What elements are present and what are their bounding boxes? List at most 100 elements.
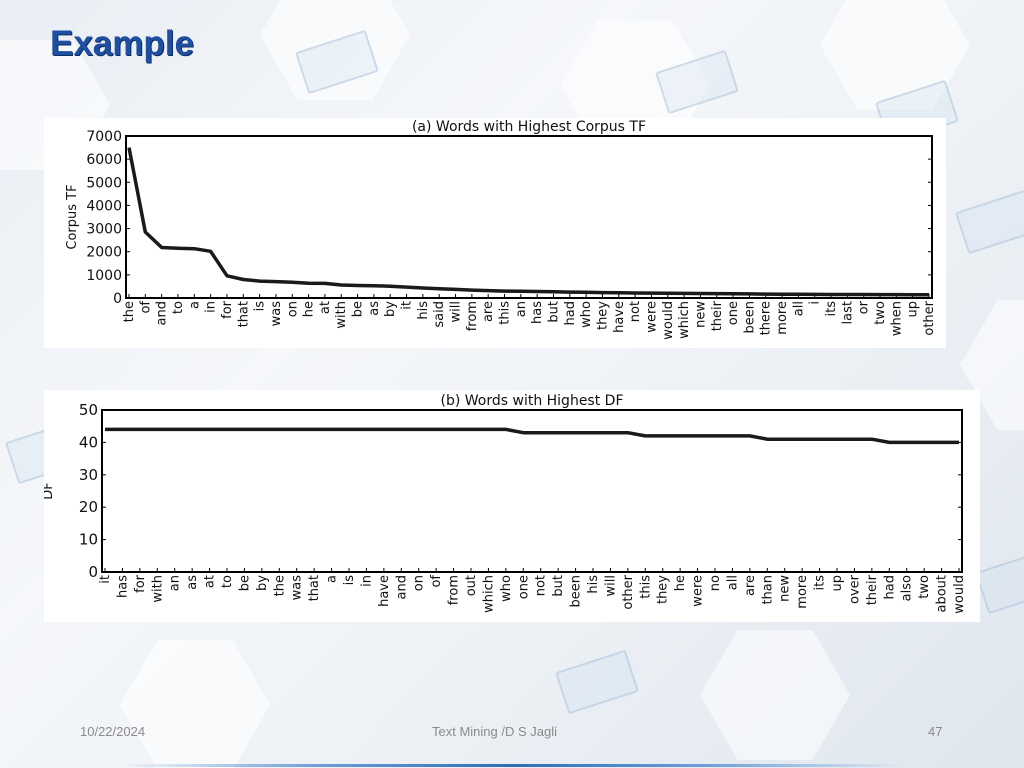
df-chart-xtick-label: its bbox=[813, 575, 828, 591]
tf-chart-ytick-label: 5000 bbox=[86, 175, 122, 191]
tf-chart-xtick-label: of bbox=[138, 301, 153, 314]
tf-chart-xtick-label: at bbox=[318, 301, 333, 314]
df-chart-xtick-label: are bbox=[743, 575, 758, 596]
df-chart-ytick-label: 40 bbox=[79, 433, 98, 451]
df-chart-ytick-label: 50 bbox=[79, 401, 98, 419]
tf-chart-xtick-label: had bbox=[563, 301, 578, 325]
df-chart-series-line bbox=[105, 427, 959, 445]
df-chart-xtick-label: is bbox=[342, 575, 357, 586]
df-chart-xtick-label: other bbox=[621, 574, 636, 609]
tf-chart-xtick-label: was bbox=[269, 301, 284, 327]
chart-highest-df-svg: (b) Words with Highest DF DF 0 10 20 30 40 50 it… bbox=[41, 393, 967, 614]
df-chart-ytick-label: 20 bbox=[79, 498, 98, 516]
df-chart-xtick-label: an bbox=[168, 575, 183, 591]
tf-chart-xtick-label: and bbox=[155, 301, 170, 325]
tf-chart-xtick-label: a bbox=[187, 301, 202, 309]
tf-chart-xtick-label: it bbox=[400, 301, 415, 310]
df-chart-xtick-label: were bbox=[691, 575, 706, 607]
tf-chart-series-line bbox=[127, 147, 929, 297]
df-chart-xtick-label: which bbox=[481, 575, 496, 613]
tf-chart-xtick-label: that bbox=[236, 301, 251, 327]
tf-chart-xtick-label: by bbox=[383, 301, 398, 317]
tf-chart-xtick-label: said bbox=[432, 301, 447, 328]
df-chart-xtick-label: their bbox=[865, 574, 880, 605]
tf-chart-xtick-label: their bbox=[710, 300, 725, 331]
tf-chart-xtick-label: have bbox=[612, 301, 627, 333]
df-chart-xtick-label: over bbox=[847, 574, 862, 604]
df-chart-xtick-label: will bbox=[603, 575, 618, 596]
tf-chart-ytick-label: 3000 bbox=[86, 222, 122, 238]
tf-chart-xtick-label: new bbox=[693, 301, 708, 328]
bottom-accent-line bbox=[120, 764, 904, 767]
tf-chart-ytick-label: 7000 bbox=[86, 129, 122, 145]
df-chart-xtick-label: and bbox=[394, 575, 409, 599]
df-chart-xtick-label: out bbox=[464, 575, 479, 596]
chart-corpus-tf: (a) Words with Highest Corpus TF Corpus T… bbox=[44, 118, 946, 348]
df-chart-xtick-label: in bbox=[359, 575, 374, 587]
df-chart-xtick-label: had bbox=[882, 575, 897, 599]
df-chart-xtick-label: than bbox=[760, 575, 775, 605]
df-chart-xtick-label: from bbox=[447, 575, 462, 605]
tf-chart-xtick-label: is bbox=[253, 301, 268, 312]
tf-chart-xtick-label: more bbox=[775, 301, 790, 335]
df-chart-xtick-label: at bbox=[203, 575, 218, 588]
df-chart-title: (b) Words with Highest DF bbox=[441, 393, 624, 409]
tf-chart-xtick-label: from bbox=[465, 301, 480, 331]
df-chart-xtick-label: not bbox=[534, 575, 549, 596]
df-chart-xtick-label: about bbox=[935, 575, 950, 613]
tf-chart-xtick-label: last bbox=[840, 301, 855, 324]
df-chart-xtick-label: a bbox=[325, 575, 340, 583]
tf-chart-xtick-label: not bbox=[628, 301, 643, 322]
df-chart-xtick-label: more bbox=[795, 575, 810, 609]
tf-chart-plot-frame bbox=[125, 135, 933, 299]
df-chart-xtick-label: but bbox=[551, 575, 566, 597]
tf-chart-ylabel: Corpus TF bbox=[65, 184, 80, 249]
df-chart-xtick-label: for bbox=[133, 574, 148, 593]
tf-chart-xtick-label: his bbox=[416, 301, 431, 320]
df-chart-xtick-label: his bbox=[586, 575, 601, 594]
df-chart-xtick-label: also bbox=[900, 575, 915, 601]
df-chart-xtick-label: by bbox=[255, 575, 270, 591]
tf-chart-xtick-label: when bbox=[889, 301, 904, 336]
df-chart-xtick-label: the bbox=[272, 575, 287, 596]
df-chart-plot-frame bbox=[101, 409, 963, 573]
tf-chart-xtick-label: as bbox=[367, 301, 382, 316]
df-chart-xtick-label: new bbox=[778, 575, 793, 602]
tf-chart-xtick-label: who bbox=[579, 301, 594, 328]
tf-chart-xtick-label: on bbox=[285, 301, 300, 317]
df-chart-xtick-label: he bbox=[673, 575, 688, 591]
df-chart-ytick-label: 0 bbox=[88, 563, 98, 581]
tf-chart-ytick-label: 0 bbox=[113, 291, 122, 307]
df-chart-xtick-label: would bbox=[952, 575, 967, 614]
tf-chart-ytick-label: 1000 bbox=[86, 268, 122, 284]
df-chart-xtick-label: has bbox=[115, 575, 130, 598]
tf-chart-xtick-label: would bbox=[661, 301, 676, 340]
tf-chart-xtick-label: i bbox=[808, 301, 823, 305]
tf-chart-xtick-label: has bbox=[530, 301, 545, 324]
df-chart-xtick-label: no bbox=[708, 575, 723, 591]
df-chart-xtick-label: on bbox=[412, 575, 427, 591]
tf-chart-xtick-label: which bbox=[677, 301, 692, 339]
df-chart-xtick-label: this bbox=[638, 575, 653, 599]
tf-chart-ytick-label: 6000 bbox=[86, 152, 122, 168]
chart-highest-df: (b) Words with Highest DF DF 0 10 20 30 40 50 it… bbox=[41, 390, 980, 622]
df-chart-xtick-label: up bbox=[830, 575, 845, 592]
slide-number: 47 bbox=[928, 724, 943, 739]
tf-chart-xtick-label: the bbox=[122, 301, 137, 322]
df-chart-xtick-label: to bbox=[220, 575, 235, 588]
df-chart-xtick-label: be bbox=[237, 575, 252, 591]
tf-chart-xtick-label: they bbox=[595, 301, 610, 330]
df-chart-xtick-label: all bbox=[725, 575, 740, 590]
tf-chart-xtick-label: an bbox=[514, 301, 529, 317]
df-chart-xtick-label: one bbox=[516, 575, 531, 599]
df-chart-xtick-label: it bbox=[98, 575, 113, 584]
tf-chart-xtick-label: he bbox=[302, 301, 317, 317]
tf-chart-xtick-label: with bbox=[334, 301, 349, 329]
slide-title: Example bbox=[50, 24, 194, 63]
df-chart-xtick-label: was bbox=[290, 575, 305, 601]
df-chart-xtick-label: have bbox=[377, 575, 392, 607]
df-chart-xtick-label: been bbox=[569, 575, 584, 608]
df-chart-ytick-label: 10 bbox=[79, 531, 98, 549]
tf-chart-xtick-label: were bbox=[644, 301, 659, 333]
